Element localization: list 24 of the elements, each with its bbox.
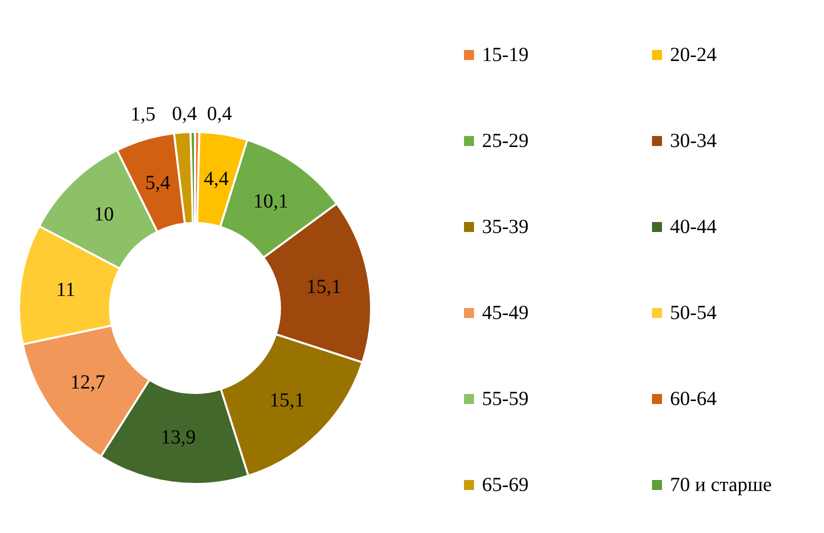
data-label: 0,4 [172, 103, 198, 126]
legend-label: 30-34 [670, 130, 717, 152]
data-label: 13,9 [160, 426, 196, 448]
data-label: 15,1 [306, 276, 342, 298]
data-label: 0,4 [206, 103, 232, 126]
data-label: 5,4 [145, 172, 170, 194]
legend-label: 45-49 [482, 302, 529, 324]
legend-label: 15-19 [482, 44, 529, 66]
legend-label: 65-69 [482, 474, 529, 496]
data-label: 11 [56, 279, 76, 302]
legend-label: 40-44 [670, 216, 717, 238]
legend-label: 70 и старше [670, 474, 772, 496]
data-label: 10,1 [253, 190, 288, 213]
data-label: 10 [94, 204, 114, 226]
legend-label: 20-24 [670, 44, 717, 66]
legend-label: 25-29 [482, 130, 529, 152]
data-label: 12,7 [70, 371, 106, 394]
data-label: 1,5 [130, 104, 156, 126]
legend-label: 55-59 [482, 388, 529, 410]
data-label: 4,4 [204, 168, 229, 190]
legend-label: 60-64 [670, 388, 717, 410]
legend-label: 50-54 [670, 302, 717, 324]
data-label: 15,1 [269, 390, 304, 412]
legend-label: 35-39 [482, 216, 529, 238]
